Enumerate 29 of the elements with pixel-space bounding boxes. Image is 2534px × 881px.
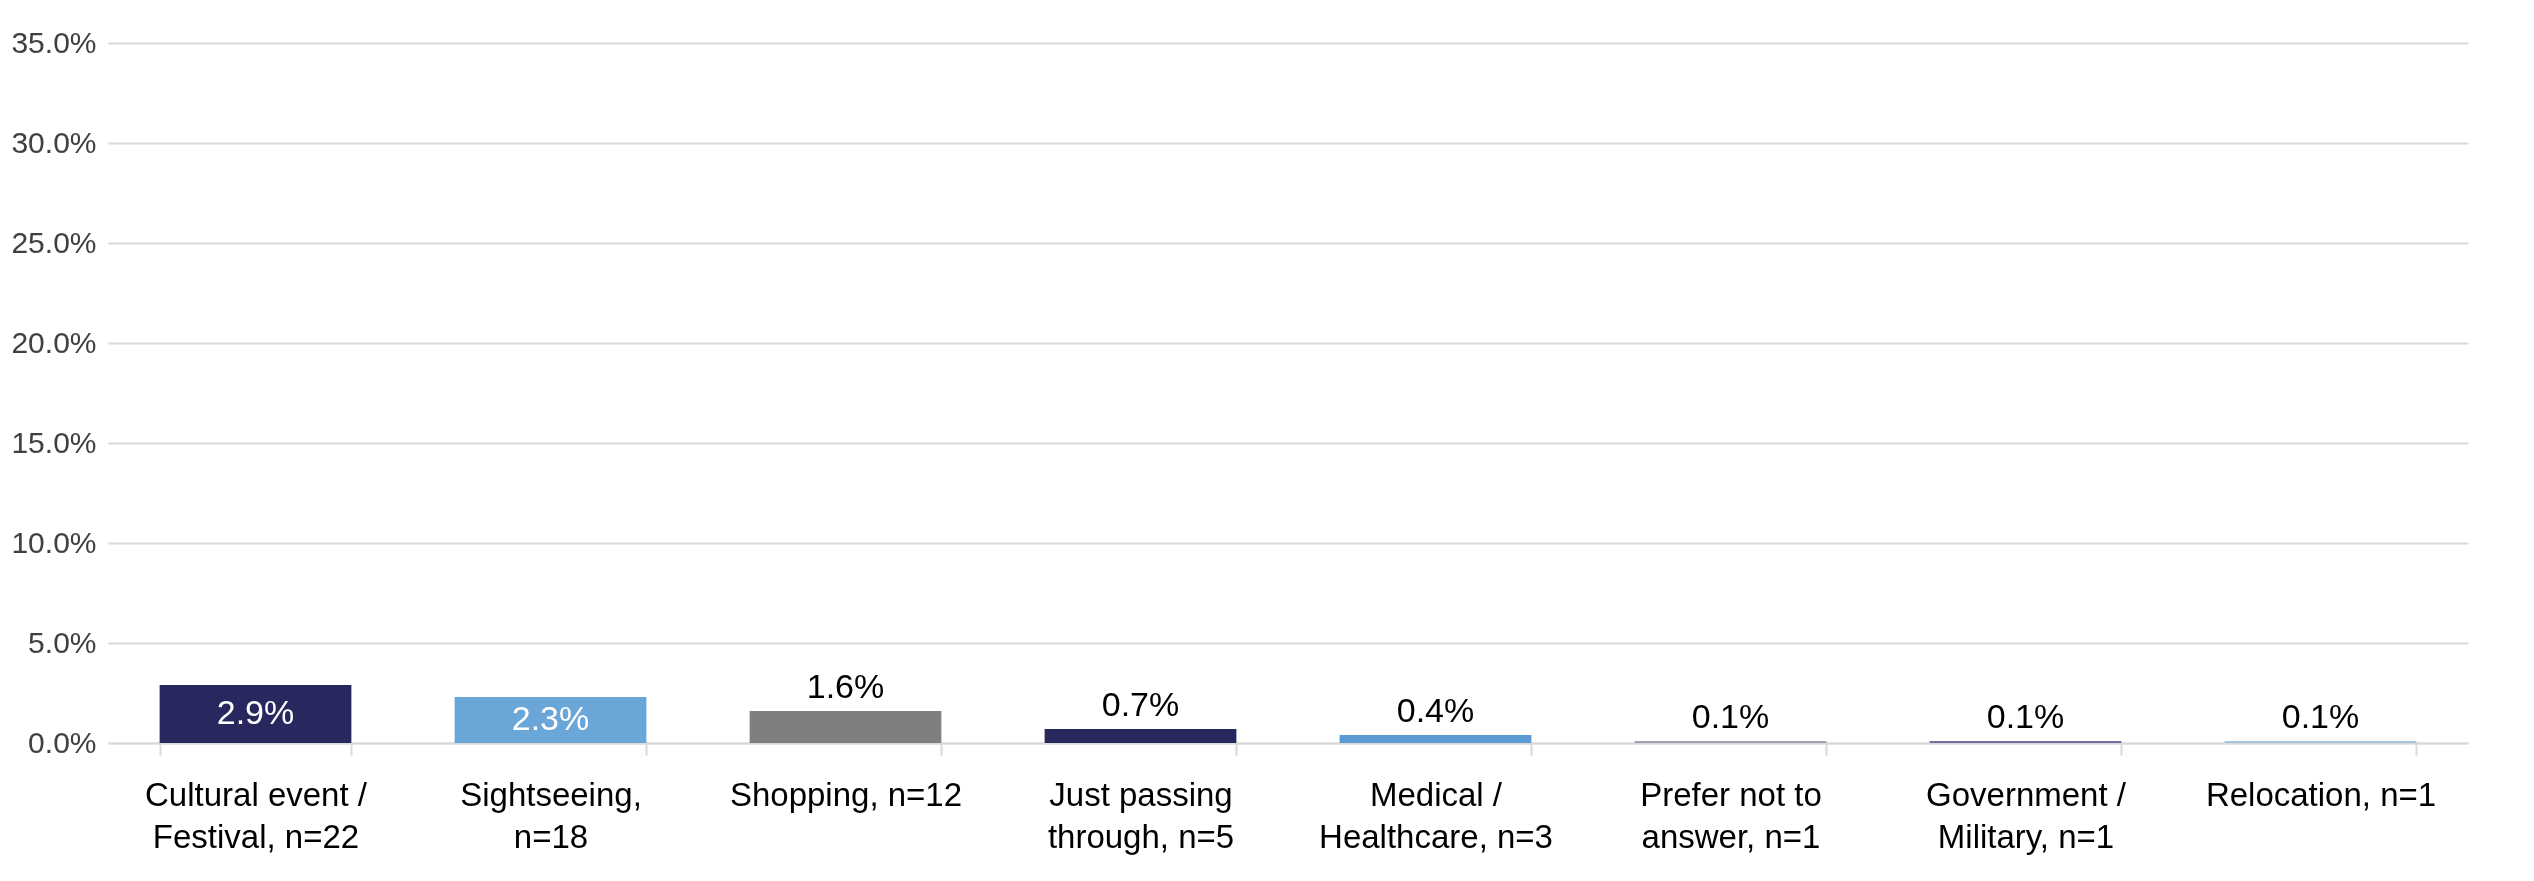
- x-tick-label: Cultural event / Festival, n=22: [145, 775, 368, 855]
- y-tick-label: 15.0%: [11, 425, 97, 459]
- y-tick-label: 35.0%: [11, 25, 97, 59]
- data-label: 0.1%: [1691, 697, 1770, 735]
- x-tick-label: Sightseeing, n=18: [460, 775, 642, 855]
- data-label: 0.4%: [1396, 691, 1475, 729]
- x-tick-label: Relocation, n=1: [2205, 775, 2437, 813]
- x-tick-label: Government / Military, n=1: [1926, 775, 2127, 855]
- x-tick-label: Medical / Healthcare, n=3: [1319, 775, 1553, 855]
- data-label: 0.1%: [1986, 697, 2065, 735]
- bar: [454, 697, 647, 743]
- y-tick-label: 25.0%: [11, 225, 97, 259]
- data-label: 2.3%: [511, 699, 590, 737]
- data-label: 0.1%: [2281, 697, 2360, 735]
- y-tick-label: 0.0%: [28, 725, 97, 759]
- bar: [159, 685, 352, 743]
- x-tick-label: Prefer not to answer, n=1: [1640, 775, 1822, 855]
- data-label: 0.7%: [1101, 685, 1180, 723]
- x-tick-label: Just passing through, n=5: [1047, 775, 1235, 855]
- bar: [1339, 735, 1532, 743]
- data-label: 2.9%: [216, 693, 295, 731]
- x-tick-label: Shopping, n=12: [729, 775, 963, 813]
- y-tick-label: 30.0%: [11, 125, 97, 159]
- bar: [749, 711, 942, 743]
- y-tick-label: 10.0%: [11, 525, 97, 559]
- y-tick-label: 20.0%: [11, 325, 97, 359]
- data-label: 1.6%: [806, 667, 885, 705]
- bar: [1044, 729, 1237, 743]
- y-tick-label: 5.0%: [28, 625, 97, 659]
